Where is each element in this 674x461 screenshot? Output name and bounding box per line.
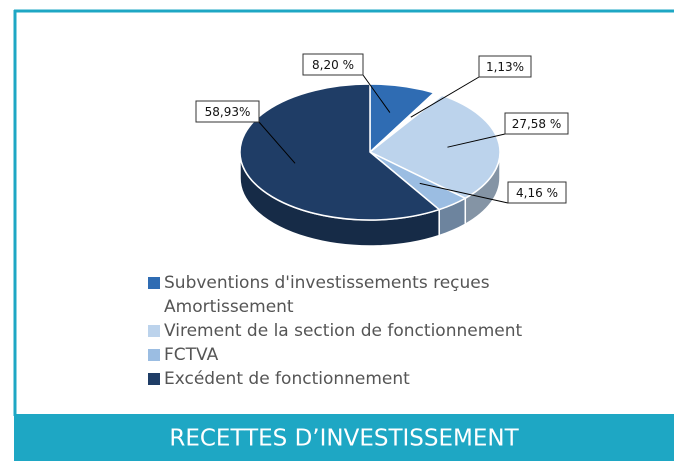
legend-label: FCTVA [164,345,219,365]
legend-label: Amortissement [164,297,294,317]
value-label-box [478,55,532,78]
leader-line [362,74,391,113]
value-label: 27,58 % [512,117,562,131]
legend-swatch [148,349,160,361]
value-label-box [507,181,567,204]
legend-swatch [148,373,160,385]
legend-label: Virement de la section de fonctionnement [164,321,522,341]
legend-swatch [148,277,160,289]
value-label: 1,13% [486,60,524,74]
value-label-box [302,53,364,76]
value-label: 4,16 % [516,186,558,200]
leader-line [410,76,480,118]
leader-line [258,121,296,164]
value-label: 58,93% [205,105,251,119]
legend-swatch [148,301,160,313]
chart-title: RECETTES D’INVESTISSEMENT [169,426,519,452]
slice [239,83,441,221]
legend-label: Excédent de fonctionnement [164,369,410,389]
leader-line [419,182,509,204]
value-label-box [504,112,569,135]
slice [368,94,501,200]
value-label-box [195,100,260,123]
legend-swatch [148,325,160,337]
title-banner [14,414,674,461]
legend-label: Subventions d'investissements reçues [164,273,490,293]
leader-line [447,133,506,148]
value-label: 8,20 % [312,58,354,72]
